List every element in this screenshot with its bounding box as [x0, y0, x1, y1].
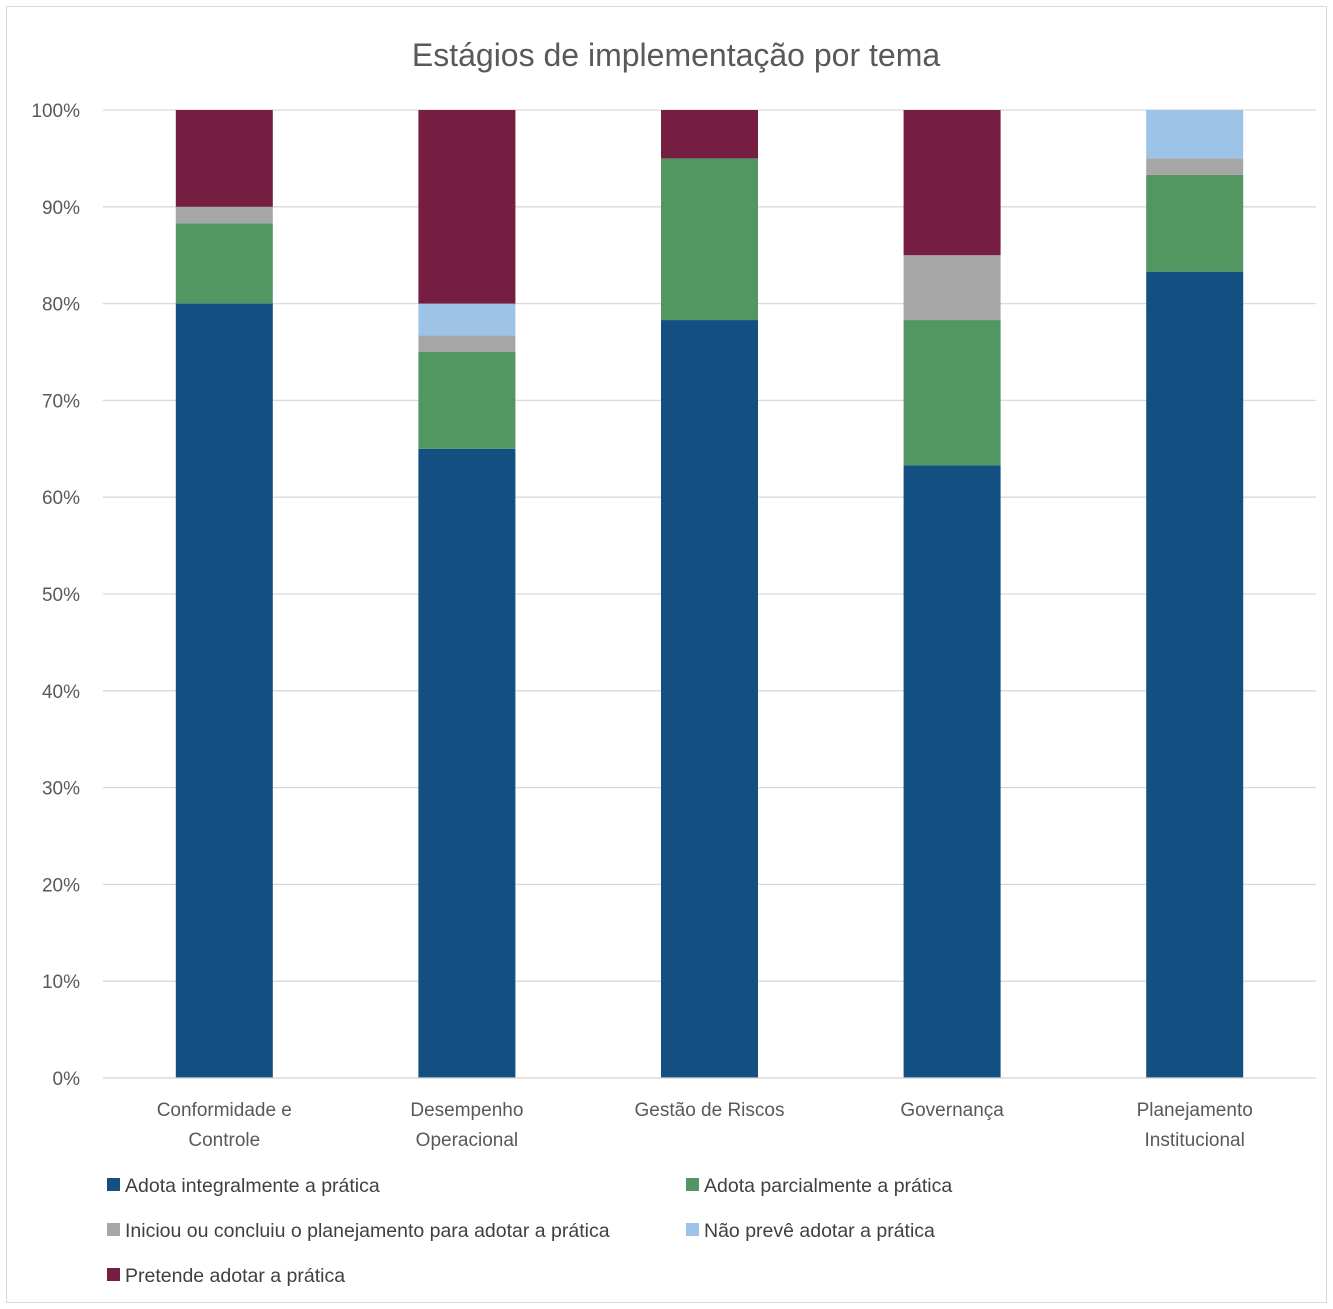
bar-segment — [661, 320, 758, 1078]
legend-swatch — [107, 1178, 120, 1191]
legend-label: Pretende adotar a prática — [125, 1265, 345, 1287]
bar-segment — [418, 352, 515, 449]
bar-segment — [418, 336, 515, 352]
legend-swatch — [686, 1223, 699, 1236]
bar-segment — [904, 465, 1001, 1078]
bar-segment — [904, 110, 1001, 255]
bar-segment — [418, 449, 515, 1078]
bar-segment — [904, 320, 1001, 465]
bar-segment — [1146, 158, 1243, 174]
x-tick-label: Planejamento — [1137, 1100, 1253, 1121]
bar-segment — [418, 110, 515, 304]
legend-label: Não prevê adotar a prática — [704, 1220, 935, 1242]
legend-label: Adota integralmente a prática — [125, 1175, 380, 1197]
x-axis: Conformidade e Controle Desempenho Operacio… — [103, 1078, 1316, 1151]
legend-label: Adota parcialmente a prática — [704, 1175, 952, 1197]
y-axis: 0% 10% 20% 30% 40% 50% 60% 70% 80% 90% 100% — [31, 101, 80, 1090]
legend-label: Iniciou ou concluiu o planejamento para … — [125, 1220, 610, 1242]
x-tick-label: Institucional — [1145, 1130, 1245, 1151]
bar-segment — [176, 110, 273, 207]
bar-segment — [176, 223, 273, 303]
bar-segment — [661, 158, 758, 320]
legend-swatch — [686, 1178, 699, 1191]
x-tick-label: Conformidade e — [157, 1100, 292, 1121]
bar-segment — [904, 255, 1001, 320]
legend-swatch — [107, 1268, 120, 1281]
y-tick-label: 10% — [42, 972, 80, 993]
x-tick-label: Gestão de Riscos — [635, 1100, 785, 1121]
y-tick-label: 90% — [42, 198, 80, 219]
y-tick-label: 0% — [53, 1069, 81, 1090]
bar-segment — [176, 304, 273, 1078]
y-tick-label: 70% — [42, 391, 80, 412]
bar-segment — [1146, 110, 1243, 158]
x-tick-label: Controle — [188, 1130, 260, 1151]
x-tick-label: Desempenho — [410, 1100, 523, 1121]
bar-segment — [1146, 272, 1243, 1078]
bar-segment — [1146, 175, 1243, 272]
y-tick-label: 80% — [42, 295, 80, 316]
x-tick-label: Governança — [900, 1100, 1004, 1121]
y-tick-label: 40% — [42, 682, 80, 703]
y-tick-label: 20% — [42, 875, 80, 896]
y-tick-label: 60% — [42, 488, 80, 509]
y-tick-label: 100% — [31, 101, 80, 122]
bar-segment — [661, 110, 758, 158]
legend-swatch — [107, 1223, 120, 1236]
bar-segment — [418, 304, 515, 336]
y-tick-label: 30% — [42, 779, 80, 800]
chart-title: Estágios de implementação por tema — [412, 37, 940, 73]
y-tick-label: 50% — [42, 585, 80, 606]
bar-segment — [176, 207, 273, 223]
x-tick-label: Operacional — [416, 1130, 518, 1151]
legend: Adota integralmente a prática Adota parci… — [107, 1175, 952, 1287]
